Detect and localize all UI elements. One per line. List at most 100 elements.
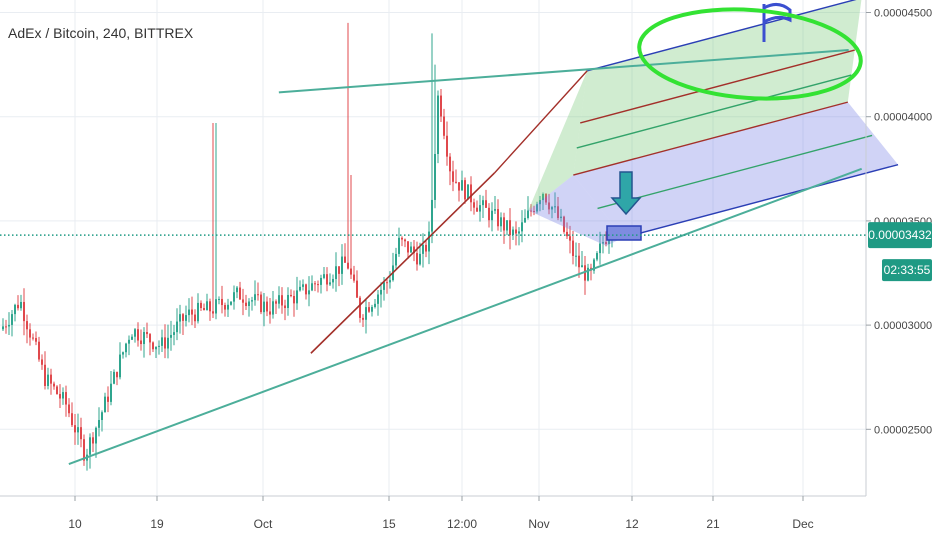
candle-body[interactable] [17,304,19,309]
candle-body[interactable] [110,383,112,402]
candle-body[interactable] [176,321,178,333]
highlight-ellipse[interactable] [636,2,864,105]
candle-body[interactable] [92,437,94,444]
candle-body[interactable] [581,265,583,268]
candle-body[interactable] [551,207,553,210]
candle-body[interactable] [125,343,127,353]
candle-body[interactable] [371,306,373,312]
candle-body[interactable] [329,282,331,285]
candle-body[interactable] [62,392,64,399]
candle-body[interactable] [53,383,55,387]
candle-body[interactable] [71,413,73,426]
candle-body[interactable] [56,386,58,395]
candle-body[interactable] [275,301,277,304]
candle-body[interactable] [131,336,133,340]
candle-body[interactable] [554,206,556,208]
candle-body[interactable] [158,345,160,347]
candle-body[interactable] [287,294,289,309]
candle-body[interactable] [479,205,481,212]
candle-body[interactable] [434,153,436,200]
candle-body[interactable] [560,216,562,219]
candle-body[interactable] [437,95,439,154]
candle-body[interactable] [404,239,406,242]
candle-body[interactable] [236,287,238,293]
candle-body[interactable] [155,346,157,350]
candle-body[interactable] [455,181,457,183]
candle-body[interactable] [59,394,61,399]
pitchfork-handle-upper[interactable] [493,70,588,174]
candle-body[interactable] [566,231,568,237]
candle-body[interactable] [251,300,253,302]
candle-body[interactable] [386,282,388,284]
candle-body[interactable] [368,307,370,312]
candle-body[interactable] [308,290,310,295]
candle-body[interactable] [341,256,343,274]
candle-body[interactable] [272,301,274,315]
candle-body[interactable] [35,338,37,342]
pitchfork-upper-tine[interactable] [586,0,862,72]
candle-body[interactable] [143,332,145,345]
candle-body[interactable] [230,301,232,305]
candle-body[interactable] [557,206,559,219]
candle-body[interactable] [389,280,391,283]
pitchfork-inner-line-2[interactable] [597,134,873,210]
candle-body[interactable] [209,301,211,312]
pitchfork-median[interactable] [580,49,855,124]
candle-body[interactable] [416,253,418,265]
candle-body[interactable] [464,180,466,200]
candle-body[interactable] [185,315,187,321]
candle-body[interactable] [20,301,22,309]
candle-body[interactable] [23,301,25,322]
candle-body[interactable] [452,171,454,182]
candle-body[interactable] [50,374,52,384]
candle-body[interactable] [431,199,433,232]
candle-body[interactable] [263,301,265,313]
candle-body[interactable] [422,244,424,254]
candle-body[interactable] [11,314,13,325]
candle-body[interactable] [137,329,139,341]
candle-body[interactable] [440,95,442,117]
candle-body[interactable] [521,222,523,232]
candle-body[interactable] [398,237,400,254]
candle-body[interactable] [602,242,604,244]
candle-body[interactable] [89,437,91,455]
candle-body[interactable] [302,284,304,287]
candle-body[interactable] [539,200,541,205]
candle-body[interactable] [497,209,499,227]
candle-body[interactable] [314,283,316,285]
candle-body[interactable] [74,425,76,433]
candle-body[interactable] [29,329,31,338]
time-axis[interactable]: 10 19 Oct 15 12:00 Nov 12 21 Dec [68,496,814,531]
candle-body[interactable] [269,311,271,315]
candle-body[interactable] [2,326,4,330]
candle-body[interactable] [140,340,142,345]
pitchfork-handle[interactable] [310,172,496,354]
candlestick-series[interactable] [2,22,613,471]
candle-body[interactable] [224,305,226,310]
pitchfork-inner-line[interactable] [576,74,852,149]
candle-body[interactable] [320,277,322,285]
candle-body[interactable] [14,304,16,315]
candle-body[interactable] [293,296,295,304]
candle-body[interactable] [503,217,505,231]
candle-body[interactable] [494,209,496,211]
candle-body[interactable] [26,321,28,330]
candle-body[interactable] [410,246,412,253]
candle-body[interactable] [425,244,427,252]
candle-body[interactable] [338,266,340,274]
candle-body[interactable] [284,305,286,309]
candle-body[interactable] [98,419,100,428]
candle-body[interactable] [344,256,346,263]
candle-body[interactable] [5,326,7,328]
candle-body[interactable] [239,287,241,300]
candle-body[interactable] [467,184,469,200]
candle-body[interactable] [149,334,151,343]
resistance-line[interactable] [278,49,849,94]
candle-body[interactable] [533,210,535,212]
candle-body[interactable] [608,238,610,245]
candle-body[interactable] [170,334,172,338]
candle-body[interactable] [518,231,520,234]
candle-body[interactable] [458,182,460,191]
candle-body[interactable] [419,253,421,265]
candle-body[interactable] [578,255,580,268]
